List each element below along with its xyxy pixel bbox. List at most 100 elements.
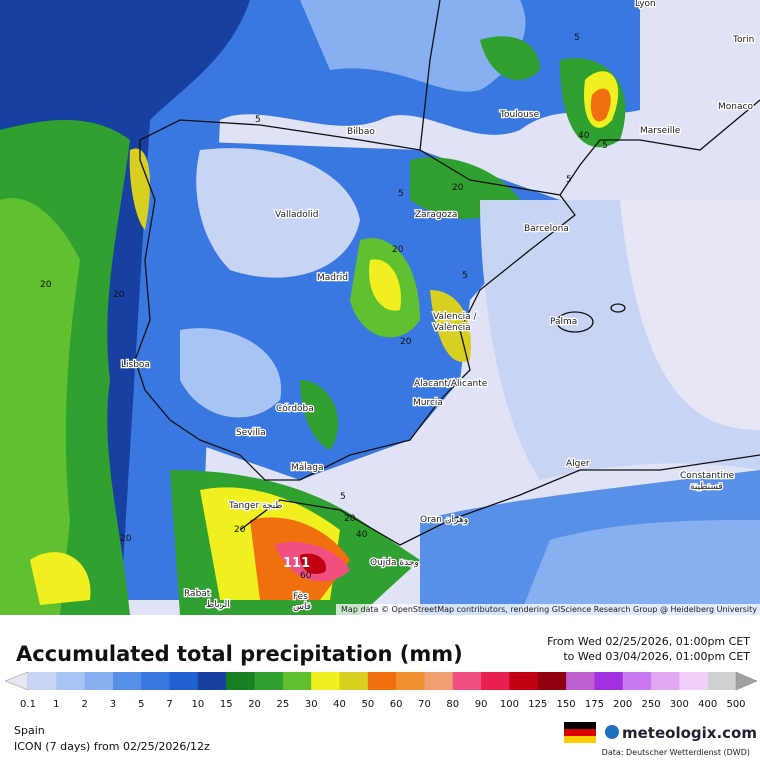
legend-swatch xyxy=(622,672,652,690)
legend-label: 10 xyxy=(192,699,205,710)
legend-label: 20 xyxy=(248,699,261,710)
contour-label: 60 xyxy=(300,571,312,581)
legend-swatch xyxy=(311,672,341,690)
legend-arrow xyxy=(735,671,758,691)
contour-label: 20 xyxy=(344,514,356,524)
legend-swatch xyxy=(651,672,680,690)
city: Marseille xyxy=(640,126,681,136)
contour-label: 20 xyxy=(392,245,404,255)
model-run: ICON (7 days) from 02/25/2026/12z xyxy=(14,740,210,753)
legend-swatch xyxy=(424,672,454,690)
city: Torin xyxy=(732,35,754,45)
contour-label: 5 xyxy=(566,175,572,185)
city: Lyon xyxy=(635,0,656,9)
brand-icon xyxy=(605,725,619,739)
legend-arrow xyxy=(4,671,29,691)
legend-swatch xyxy=(197,672,227,690)
period-from: From Wed 02/25/2026, 01:00pm CET xyxy=(547,635,750,648)
city: Constantine xyxy=(680,471,735,481)
legend-label: 30 xyxy=(305,699,318,710)
city: Oujda وجدة xyxy=(370,558,419,568)
legend-label: 7 xyxy=(166,699,172,710)
city: الرباط xyxy=(206,600,230,610)
city: Córdoba xyxy=(276,403,314,414)
city: Tanger طنجة xyxy=(228,501,283,511)
map: Lyon Torin Toulouse Monaco Marseille Bil… xyxy=(0,0,760,615)
contour-label: 20 xyxy=(40,280,52,290)
contour-label: 20 xyxy=(452,183,464,193)
legend-label: 250 xyxy=(641,699,660,710)
attribution: Map data © OpenStreetMap contributors, r… xyxy=(341,605,757,614)
flag xyxy=(564,722,596,743)
contour-label: 20 xyxy=(234,525,246,535)
contour-label: 5 xyxy=(255,115,261,125)
city: Alger xyxy=(566,459,590,469)
legend-swatch xyxy=(367,672,397,690)
legend-label: 50 xyxy=(361,699,374,710)
legend-label: 3 xyxy=(110,699,116,710)
contour-label: 5 xyxy=(574,33,580,43)
title: Accumulated total precipitation (mm) xyxy=(16,642,463,666)
contour-label: 5 xyxy=(398,189,404,199)
legend-label: 25 xyxy=(277,699,290,710)
legend-swatch xyxy=(84,672,114,690)
legend-swatch xyxy=(452,672,482,690)
city: Lisboa xyxy=(121,360,150,370)
city: فاس xyxy=(293,602,311,612)
legend-label: 175 xyxy=(585,699,604,710)
legend-label: 150 xyxy=(557,699,576,710)
city: Málaga xyxy=(291,463,324,473)
legend-swatch xyxy=(707,672,737,690)
legend-swatch xyxy=(112,672,142,690)
legend-swatch xyxy=(282,672,312,690)
legend-label: 2 xyxy=(81,699,87,710)
city: Valladolid xyxy=(275,210,318,220)
contour-label: 5 xyxy=(340,492,346,502)
city: Valencia / xyxy=(433,312,478,322)
city: Bilbao xyxy=(347,127,375,137)
legend-label: 0.1 xyxy=(20,699,36,710)
contour-label: 5 xyxy=(602,141,608,151)
legend-swatch xyxy=(537,672,567,690)
city: Rabat xyxy=(184,589,211,599)
legend-label: 80 xyxy=(446,699,459,710)
legend-swatch xyxy=(56,672,86,690)
legend-swatch xyxy=(28,672,57,690)
contour-label: 111 xyxy=(283,556,310,571)
legend-label: 70 xyxy=(418,699,431,710)
legend-label: 1 xyxy=(53,699,59,710)
city: Madrid xyxy=(317,273,348,283)
legend-label: 90 xyxy=(475,699,488,710)
city: Monaco xyxy=(718,102,753,112)
legend-label: 15 xyxy=(220,699,233,710)
city: Zaragoza xyxy=(415,210,457,220)
contour-label: 20 xyxy=(120,534,132,544)
legend-label: 400 xyxy=(698,699,717,710)
city: Alacant/Alicante xyxy=(414,379,488,389)
city: Fès xyxy=(293,591,308,602)
legend-label: 40 xyxy=(333,699,346,710)
legend-swatch xyxy=(679,672,709,690)
legend-label: 100 xyxy=(500,699,519,710)
legend-swatch xyxy=(566,672,595,690)
legend-label: 500 xyxy=(726,699,745,710)
city: Toulouse xyxy=(499,110,540,120)
city: قسنطينة xyxy=(690,482,723,492)
city: Sevilla xyxy=(236,428,266,438)
legend-swatch xyxy=(481,672,510,690)
city: Murcia xyxy=(413,398,443,408)
contour-label: 20 xyxy=(400,337,412,347)
city: Palma xyxy=(550,317,577,327)
legend-swatch xyxy=(226,672,256,690)
legend-swatch xyxy=(254,672,284,690)
legend-swatch xyxy=(396,672,425,690)
legend-swatch xyxy=(141,672,171,690)
legend-label: 60 xyxy=(390,699,403,710)
region: Spain xyxy=(14,724,45,737)
legend-label: 300 xyxy=(670,699,689,710)
legend-label: 5 xyxy=(138,699,144,710)
city-labels: Lyon Torin Toulouse Monaco Marseille Bil… xyxy=(120,0,756,613)
